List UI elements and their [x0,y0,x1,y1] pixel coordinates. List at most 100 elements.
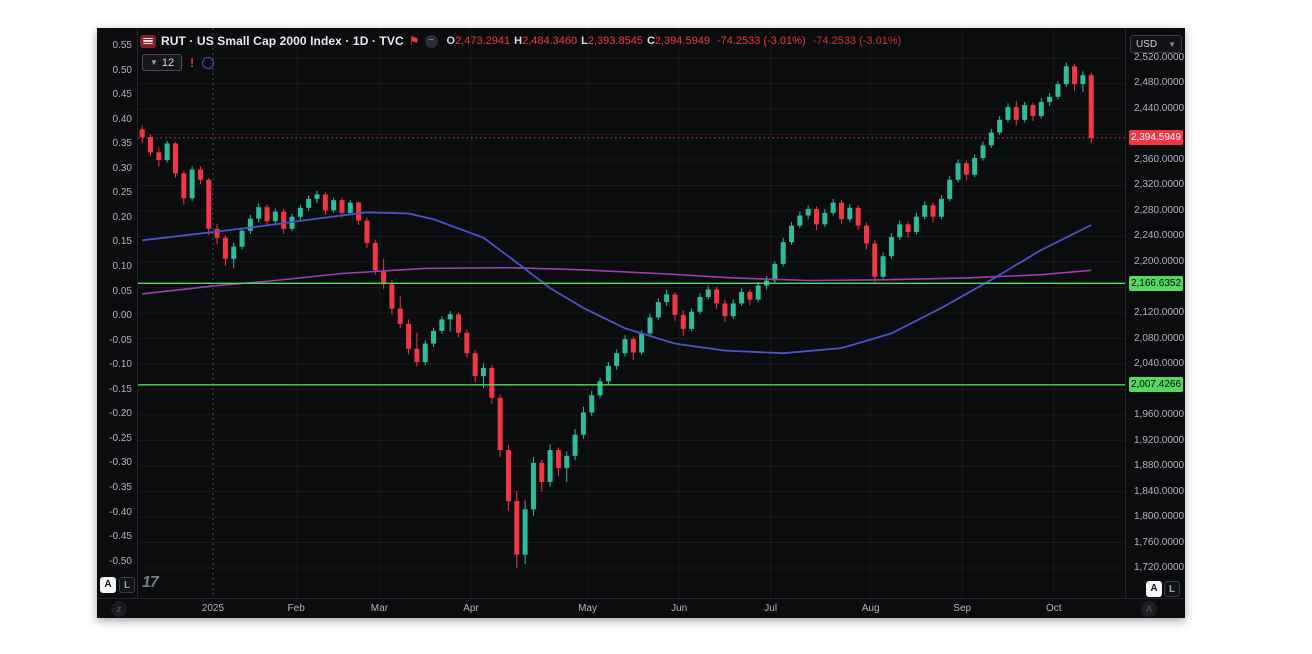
low-value: 2,393.8545 [587,35,643,47]
indicator-dropdown-button[interactable]: ▼ 12 [142,54,183,71]
candle-body [347,202,353,213]
left-axis-tick: -0.50 [109,555,132,567]
candle-body [722,303,728,317]
candle-body [880,256,886,277]
candle-body [938,198,944,217]
candle-body [888,237,894,257]
circle-indicator-icon[interactable] [202,56,215,69]
right-log-scale-button[interactable]: L [1164,581,1180,597]
candle-body [697,297,703,312]
chart-canvas[interactable] [138,28,1125,598]
time-scale[interactable]: z A 2025 Feb Mar Apr May Jun Jul Aug Sep Oct [97,598,1185,618]
currency-dropdown[interactable]: USD ▼ [1130,35,1182,53]
right-axis-tick: 2,280.0000 [1134,204,1185,216]
candle-body [789,225,795,243]
candle-body [339,200,345,213]
left-axis-tick: -0.35 [109,481,132,493]
candle-body [447,314,453,320]
left-axis-tick: -0.20 [109,408,132,420]
candle-body [197,169,203,180]
right-axis-tick: 1,960.0000 [1134,409,1185,420]
candle-body [955,163,961,180]
left-axis-tick: -0.15 [109,383,132,395]
candle-body [247,218,253,231]
candle-body [805,209,811,216]
right-axis-tick: 2,120.0000 [1134,307,1185,318]
currency-label: USD [1136,38,1158,50]
candle-body [838,202,844,220]
candle-body [514,501,520,555]
candle-body [972,158,978,175]
candle-body [655,302,661,318]
left-axis-tick: 0.10 [112,261,132,272]
right-axis-tick: 2,080.0000 [1134,332,1185,344]
flag-icon[interactable]: ⚑ [408,34,420,48]
candle-body [147,137,153,153]
candle-body [372,242,378,271]
candlestick-chart[interactable] [138,28,1125,598]
left-axis-tick: 0.45 [112,89,132,101]
left-axis-tick: 0.55 [112,40,132,52]
candle-body [980,145,986,159]
candle-body [1055,84,1061,97]
candle-body [863,225,869,244]
chevron-down-icon: ▼ [1168,39,1176,49]
candle-body [1047,96,1053,102]
right-axis-tick: 1,720.0000 [1134,562,1185,574]
candle-body [522,509,528,555]
candle-body [464,332,470,354]
candle-body [389,284,395,309]
left-log-scale-button[interactable]: L [119,577,135,593]
time-axis-month-label: Sep [953,603,972,614]
symbol-title[interactable]: RUT · US Small Cap 2000 Index · 1D · TVC [161,34,404,48]
symbol-logo-icon [140,34,156,48]
time-axis-month-label: Apr [463,603,479,614]
candle-body [705,289,711,298]
candle-body [306,198,312,208]
candle-body [647,317,653,334]
candle-body [1022,105,1028,120]
left-axis-tick: -0.45 [109,531,132,543]
candle-body [947,179,953,199]
chevron-down-icon: ▼ [150,58,158,67]
alert-icon[interactable]: ! [190,55,195,70]
left-auto-scale-button[interactable]: A [100,577,116,593]
candle-body [181,173,187,199]
candle-body [472,353,478,377]
left-axis-tick: -0.40 [109,506,132,518]
tradingview-logo[interactable]: 17 [142,574,159,591]
candle-body [747,291,753,300]
candle-body [897,224,903,238]
candle-body [630,339,636,353]
candle-body [847,207,853,220]
scroll-to-recent-icon[interactable]: A [1141,601,1157,617]
timezone-icon[interactable]: z [111,601,127,617]
left-axis-tick: -0.30 [109,457,132,469]
close-label: C [646,35,655,47]
hide-icon[interactable]: − [424,34,438,48]
left-axis-tick: -0.10 [109,359,132,371]
candle-body [664,294,670,303]
right-axis-tick: 2,480.0000 [1134,77,1185,89]
candle-body [222,237,228,259]
candle-body [314,194,320,199]
candle-body [605,365,611,382]
candle-body [589,395,595,413]
candle-body [406,323,412,349]
right-axis-tick: 1,760.0000 [1134,536,1185,548]
left-axis-tick: 0.00 [112,310,132,322]
open-label: O [446,35,456,47]
left-axis-tick: 0.20 [112,211,132,223]
candle-body [214,228,220,238]
right-axis-tick: 2,320.0000 [1134,179,1185,191]
time-axis-month-label: Aug [861,603,880,614]
right-auto-scale-button[interactable]: A [1146,581,1162,597]
candle-body [331,200,337,211]
candle-body [322,194,328,211]
left-price-scale[interactable]: 0.55 0.50 0.45 0.40 0.35 0.30 0.25 0.20 0.15 0.10… [97,28,138,598]
right-price-scale[interactable]: USD ▼ 2,394.5949 2,166.6352 2,007.4266 2… [1125,28,1185,598]
candle-body [797,215,803,226]
left-axis-tick: -0.25 [109,432,132,444]
candle-body [1005,107,1011,120]
candle-body [872,243,878,277]
